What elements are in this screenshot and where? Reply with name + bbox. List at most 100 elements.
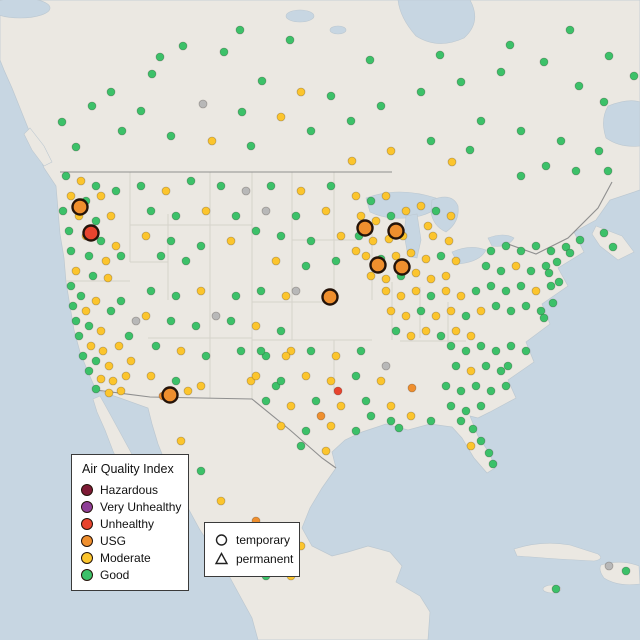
station-dot[interactable] — [446, 341, 456, 351]
station-dot[interactable] — [544, 268, 554, 278]
station-dot[interactable] — [441, 286, 451, 296]
station-dot[interactable] — [416, 306, 426, 316]
station-dot[interactable] — [461, 346, 471, 356]
station-dot[interactable] — [486, 246, 496, 256]
station-dot[interactable] — [401, 311, 411, 321]
station-dot[interactable] — [336, 231, 346, 241]
station-dot[interactable] — [116, 386, 126, 396]
station-dot[interactable] — [96, 374, 106, 384]
station-dot[interactable] — [296, 441, 306, 451]
station-dot[interactable] — [536, 306, 546, 316]
station-dot[interactable] — [406, 331, 416, 341]
station-dot[interactable] — [365, 55, 375, 65]
station-dot[interactable] — [246, 376, 256, 386]
station-dot[interactable] — [276, 421, 286, 431]
station-dot[interactable] — [394, 423, 404, 433]
station-dot[interactable] — [126, 356, 136, 366]
station-dot[interactable] — [281, 291, 291, 301]
station-dot[interactable] — [476, 341, 486, 351]
station-dot[interactable] — [261, 351, 271, 361]
station-dot[interactable] — [426, 136, 436, 146]
station-dot[interactable] — [104, 361, 114, 371]
station-dot[interactable] — [456, 291, 466, 301]
station-dot[interactable] — [554, 277, 564, 287]
station-dot[interactable] — [423, 221, 433, 231]
station-dot[interactable] — [231, 211, 241, 221]
station-dot[interactable] — [516, 171, 526, 181]
station-dot[interactable] — [426, 274, 436, 284]
station-dot[interactable] — [256, 346, 266, 356]
station-dot[interactable] — [565, 248, 575, 258]
station-dot[interactable] — [608, 242, 618, 252]
highlighted-station-dot[interactable] — [356, 219, 374, 237]
station-dot[interactable] — [376, 101, 386, 111]
station-dot[interactable] — [271, 381, 281, 391]
station-dot[interactable] — [246, 141, 256, 151]
station-dot[interactable] — [251, 226, 261, 236]
highlighted-station-dot[interactable] — [161, 386, 179, 404]
station-dot[interactable] — [386, 306, 396, 316]
station-dot[interactable] — [506, 341, 516, 351]
station-dot[interactable] — [488, 459, 498, 469]
station-dot[interactable] — [465, 145, 475, 155]
station-dot[interactable] — [96, 191, 106, 201]
station-dot[interactable] — [166, 236, 176, 246]
station-dot[interactable] — [574, 81, 584, 91]
station-dot[interactable] — [91, 356, 101, 366]
station-dot[interactable] — [78, 351, 88, 361]
station-dot[interactable] — [286, 401, 296, 411]
station-dot[interactable] — [451, 361, 461, 371]
station-dot[interactable] — [552, 257, 562, 267]
station-dot[interactable] — [256, 286, 266, 296]
highlighted-station-dot[interactable] — [71, 198, 89, 216]
station-dot[interactable] — [551, 584, 561, 594]
station-dot[interactable] — [603, 166, 613, 176]
station-dot[interactable] — [98, 346, 108, 356]
station-dot[interactable] — [57, 117, 67, 127]
station-dot[interactable] — [356, 346, 366, 356]
station-dot[interactable] — [456, 386, 466, 396]
station-dot[interactable] — [476, 401, 486, 411]
station-dot[interactable] — [96, 236, 106, 246]
station-dot[interactable] — [285, 35, 295, 45]
station-dot[interactable] — [96, 326, 106, 336]
station-dot[interactable] — [539, 313, 549, 323]
station-dot[interactable] — [171, 211, 181, 221]
station-dot[interactable] — [178, 41, 188, 51]
station-dot[interactable] — [621, 566, 631, 576]
station-dot[interactable] — [428, 231, 438, 241]
station-dot[interactable] — [216, 496, 226, 506]
station-dot[interactable] — [565, 25, 575, 35]
station-dot[interactable] — [296, 186, 306, 196]
station-dot[interactable] — [171, 291, 181, 301]
station-dot[interactable] — [575, 235, 585, 245]
station-dot[interactable] — [166, 131, 176, 141]
station-dot[interactable] — [406, 248, 416, 258]
station-dot[interactable] — [286, 346, 296, 356]
station-dot[interactable] — [594, 146, 604, 156]
station-dot[interactable] — [103, 273, 113, 283]
station-dot[interactable] — [556, 136, 566, 146]
station-dot[interactable] — [546, 281, 556, 291]
station-dot[interactable] — [146, 206, 156, 216]
station-dot[interactable] — [106, 211, 116, 221]
station-dot[interactable] — [231, 291, 241, 301]
station-dot[interactable] — [496, 67, 506, 77]
station-dot[interactable] — [151, 341, 161, 351]
station-dot[interactable] — [441, 381, 451, 391]
station-dot[interactable] — [71, 142, 81, 152]
station-dot[interactable] — [331, 351, 341, 361]
station-dot[interactable] — [371, 216, 381, 226]
station-dot[interactable] — [211, 311, 221, 321]
station-dot[interactable] — [503, 361, 513, 371]
station-dot[interactable] — [116, 251, 126, 261]
station-dot[interactable] — [146, 371, 156, 381]
station-dot[interactable] — [366, 271, 376, 281]
station-dot[interactable] — [86, 341, 96, 351]
station-dot[interactable] — [446, 401, 456, 411]
station-dot[interactable] — [516, 246, 526, 256]
station-dot[interactable] — [451, 256, 461, 266]
station-dot[interactable] — [276, 231, 286, 241]
station-dot[interactable] — [531, 286, 541, 296]
station-dot[interactable] — [276, 112, 286, 122]
